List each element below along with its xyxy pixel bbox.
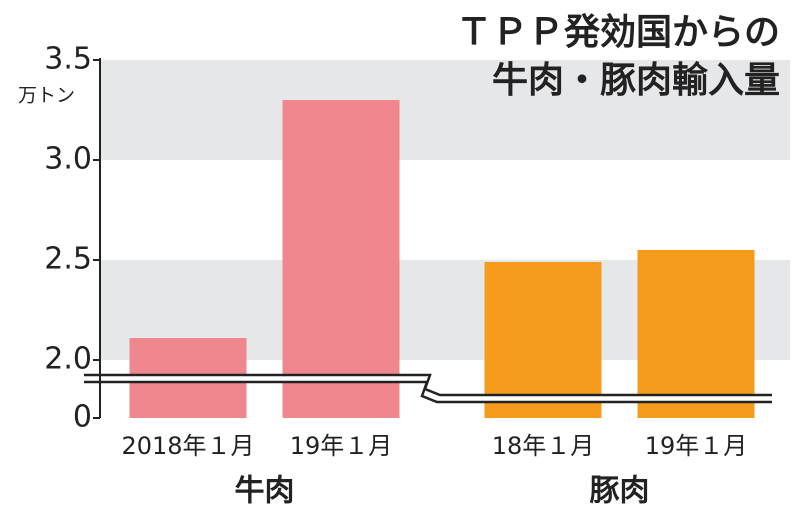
bars [129,100,755,418]
x-tick-label: 19年１月 [645,432,748,460]
group-label: 豚肉 [590,474,650,509]
y-tick-label: 3.5 [44,42,92,77]
group-label: 牛肉 [235,474,295,509]
chart-title: ＴＰＰ発効国からの [456,12,780,53]
bar [282,100,400,418]
x-tick-label: 2018年１月 [121,432,254,460]
y-tick-label: 2.0 [44,342,92,377]
chart-title: 牛肉・豚肉輸入量 [492,60,780,101]
y-tick-label: 2.5 [44,242,92,277]
x-tick-label: 18年１月 [492,432,595,460]
grid-band [100,60,790,160]
bar [484,262,602,418]
bar [637,250,755,418]
y-unit: 万トン [18,85,75,107]
y-tick-label: 3.0 [44,142,92,177]
axis-break [84,373,772,404]
y-tick-label: 0 [73,400,92,435]
x-tick-label: 19年１月 [290,432,393,460]
